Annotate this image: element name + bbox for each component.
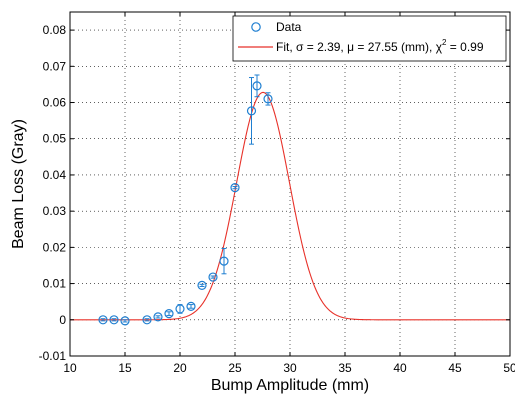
data-point bbox=[219, 247, 229, 275]
data-marker bbox=[109, 315, 119, 325]
y-tick-label: -0.01 bbox=[39, 349, 67, 363]
x-tick-label: 25 bbox=[228, 361, 242, 375]
data-point bbox=[153, 312, 163, 322]
data-marker bbox=[153, 312, 163, 322]
legend: Data Fit, σ = 2.39, μ = 27.55 (mm), χ2 =… bbox=[232, 15, 507, 62]
data-point bbox=[263, 92, 273, 106]
x-tick-label: 10 bbox=[63, 361, 77, 375]
y-axis-title: Beam Loss (Gray) bbox=[10, 119, 27, 249]
y-tick-label: 0.01 bbox=[43, 277, 67, 291]
y-tick-label: 0.03 bbox=[43, 204, 67, 218]
x-tick-label: 15 bbox=[118, 361, 132, 375]
data-points-group bbox=[98, 74, 273, 326]
data-marker bbox=[142, 315, 152, 325]
legend-fit-tail: = 0.99 bbox=[446, 40, 483, 54]
data-marker bbox=[252, 81, 262, 91]
data-marker bbox=[263, 94, 273, 104]
y-tick-labels: -0.01 0 0.01 0.02 0.03 0.04 0.05 0.06 0.07 0.08 bbox=[39, 23, 67, 363]
data-point bbox=[197, 280, 207, 290]
data-marker bbox=[120, 316, 130, 326]
legend-fit-main: Fit, σ = 2.39, μ = 27.55 (mm), χ bbox=[276, 40, 443, 54]
axis-ticks bbox=[69, 12, 511, 357]
legend-data-label: Data bbox=[276, 20, 302, 34]
data-point bbox=[246, 77, 257, 145]
legend-fit-sup: 2 bbox=[442, 38, 447, 47]
data-marker bbox=[175, 304, 185, 314]
x-tick-label: 40 bbox=[393, 361, 407, 375]
data-point bbox=[98, 315, 108, 325]
data-marker bbox=[164, 309, 174, 319]
data-point bbox=[208, 272, 218, 282]
y-tick-label: 0.08 bbox=[43, 23, 67, 37]
legend-data-marker bbox=[251, 22, 261, 32]
y-tick-label: 0.06 bbox=[43, 96, 67, 110]
data-marker bbox=[219, 256, 229, 266]
x-tick-label: 35 bbox=[338, 361, 352, 375]
data-point bbox=[230, 183, 240, 193]
data-marker bbox=[208, 272, 218, 282]
legend-fit-label: Fit, σ = 2.39, μ = 27.55 (mm), χ2 = 0.99 bbox=[276, 38, 484, 54]
data-point bbox=[120, 316, 130, 326]
x-axis-title: Bump Amplitude (mm) bbox=[211, 377, 369, 394]
y-tick-label: 0.05 bbox=[43, 132, 67, 146]
data-marker bbox=[197, 280, 207, 290]
data-point bbox=[175, 304, 185, 314]
x-tick-label: 20 bbox=[173, 361, 187, 375]
data-marker bbox=[246, 106, 257, 116]
data-point bbox=[252, 74, 262, 98]
y-tick-label: 0.07 bbox=[43, 59, 67, 73]
x-tick-label: 45 bbox=[448, 361, 462, 375]
data-point bbox=[164, 309, 174, 319]
legend-box bbox=[232, 15, 507, 62]
y-tick-label: 0.02 bbox=[43, 240, 67, 254]
data-point bbox=[186, 301, 196, 311]
y-tick-label: 0 bbox=[59, 313, 66, 327]
x-tick-labels: 10 15 20 25 30 35 40 45 50 bbox=[63, 361, 515, 375]
data-point bbox=[142, 315, 152, 325]
y-tick-label: 0.04 bbox=[43, 168, 67, 182]
data-marker bbox=[230, 183, 240, 193]
x-tick-label: 30 bbox=[283, 361, 297, 375]
data-marker bbox=[98, 315, 108, 325]
data-point bbox=[109, 315, 119, 325]
x-tick-label: 50 bbox=[503, 361, 515, 375]
data-marker bbox=[186, 301, 196, 311]
